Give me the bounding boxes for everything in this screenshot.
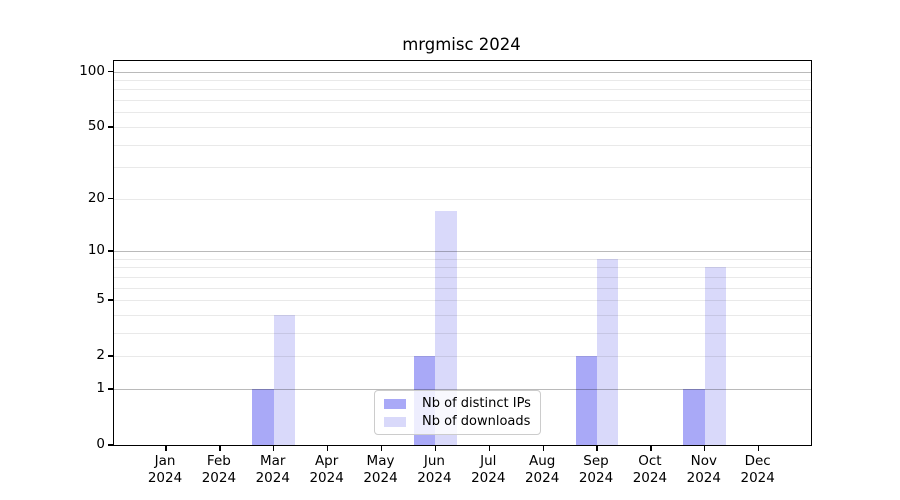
x-tick-label: Jan 2024 bbox=[133, 453, 197, 487]
bar-distinct-ips bbox=[575, 356, 598, 445]
x-tick-year: 2024 bbox=[309, 470, 344, 486]
bar-distinct-ips bbox=[683, 388, 705, 445]
x-tick-year: 2024 bbox=[201, 470, 237, 486]
y-tick-label: 50 bbox=[87, 117, 105, 134]
x-tick-year: 2024 bbox=[147, 470, 183, 486]
x-tick bbox=[273, 445, 275, 451]
x-tick-month: Apr bbox=[314, 453, 339, 469]
x-tick bbox=[165, 445, 167, 451]
legend-swatch-downloads bbox=[384, 416, 406, 427]
y-tick-label: 20 bbox=[87, 189, 105, 206]
x-tick-label: Sep 2024 bbox=[564, 453, 628, 487]
x-tick-year: 2024 bbox=[363, 470, 398, 486]
x-tick-month: Jul bbox=[480, 453, 497, 469]
y-tick bbox=[108, 444, 114, 446]
x-tick-year: 2024 bbox=[417, 470, 452, 486]
x-tick-label: Oct 2024 bbox=[618, 453, 682, 487]
gridline-minor bbox=[114, 100, 811, 102]
x-tick-month: May bbox=[366, 453, 395, 469]
x-tick-year: 2024 bbox=[578, 470, 614, 486]
x-tick-label: Apr 2024 bbox=[295, 453, 359, 487]
legend-swatch-distinct-ips bbox=[384, 398, 406, 409]
x-tick-year: 2024 bbox=[740, 470, 775, 486]
bar-downloads bbox=[273, 314, 296, 445]
gridline-minor bbox=[114, 144, 811, 146]
bar-distinct-ips bbox=[252, 388, 274, 445]
x-tick-year: 2024 bbox=[255, 470, 290, 486]
x-tick-year: 2024 bbox=[686, 470, 721, 486]
gridline-minor bbox=[114, 198, 811, 200]
y-tick bbox=[108, 388, 114, 390]
x-tick-label: Feb 2024 bbox=[187, 453, 251, 487]
x-tick bbox=[380, 445, 383, 451]
x-tick-month: Jan bbox=[154, 453, 176, 469]
x-tick-month: Oct bbox=[638, 453, 662, 469]
x-tick-month: Nov bbox=[690, 453, 717, 469]
y-tick-label: 10 bbox=[87, 241, 105, 258]
x-tick-label: Mar 2024 bbox=[241, 453, 305, 487]
x-tick-label: Jun 2024 bbox=[402, 453, 466, 487]
gridline-minor bbox=[114, 126, 811, 128]
gridline-major bbox=[114, 250, 811, 252]
y-tick bbox=[108, 126, 114, 128]
x-tick-label: Nov 2024 bbox=[672, 453, 736, 487]
y-tick-label: 0 bbox=[96, 436, 105, 452]
x-tick-month: Jun bbox=[423, 453, 445, 469]
bar-downloads bbox=[704, 267, 727, 445]
y-tick bbox=[108, 355, 114, 357]
bar-downloads bbox=[597, 258, 619, 445]
y-tick-label: 2 bbox=[96, 347, 105, 364]
x-tick-year: 2024 bbox=[632, 470, 668, 486]
x-tick-label: Aug 2024 bbox=[510, 453, 574, 487]
x-tick bbox=[434, 445, 437, 451]
x-tick bbox=[542, 445, 544, 451]
gridline-minor bbox=[114, 112, 811, 114]
x-tick-month: Dec bbox=[744, 453, 771, 469]
x-tick bbox=[488, 445, 490, 451]
x-tick bbox=[219, 445, 221, 451]
legend-label-downloads: Nb of downloads bbox=[422, 414, 531, 429]
y-tick-label: 1 bbox=[96, 379, 105, 396]
x-tick-month: Aug bbox=[528, 453, 556, 469]
x-tick-label: Dec 2024 bbox=[726, 453, 790, 487]
chart-title: mrgmisc 2024 bbox=[402, 35, 521, 54]
gridline-minor bbox=[114, 80, 811, 82]
y-tick bbox=[108, 250, 114, 252]
x-tick-month: Sep bbox=[583, 453, 609, 469]
x-tick bbox=[704, 445, 706, 451]
y-tick bbox=[108, 70, 114, 73]
x-tick bbox=[326, 445, 329, 451]
y-tick-label: 5 bbox=[96, 291, 105, 308]
x-tick bbox=[596, 445, 598, 451]
x-tick-year: 2024 bbox=[524, 470, 560, 486]
legend: Nb of distinct IPs Nb of downloads bbox=[374, 390, 541, 435]
y-tick-label: 100 bbox=[79, 62, 105, 79]
gridline-minor bbox=[114, 89, 811, 91]
y-tick bbox=[108, 198, 114, 200]
x-tick-month: Mar bbox=[260, 453, 286, 469]
plot-area bbox=[108, 60, 812, 451]
gridline-minor bbox=[114, 258, 811, 260]
legend-label-distinct-ips: Nb of distinct IPs bbox=[422, 396, 531, 411]
x-tick bbox=[758, 445, 760, 451]
bar-downloads bbox=[435, 211, 457, 445]
legend-item-downloads: Nb of downloads bbox=[375, 414, 540, 429]
gridline-minor bbox=[114, 167, 811, 169]
x-tick-label: Jul 2024 bbox=[456, 453, 520, 487]
x-tick-year: 2024 bbox=[471, 470, 506, 486]
x-tick-label: May 2024 bbox=[349, 453, 413, 487]
x-tick bbox=[650, 445, 652, 451]
gridline-major bbox=[114, 71, 811, 73]
x-tick-month: Feb bbox=[206, 453, 231, 469]
legend-item-distinct-ips: Nb of distinct IPs bbox=[375, 396, 540, 411]
y-tick bbox=[108, 299, 114, 301]
